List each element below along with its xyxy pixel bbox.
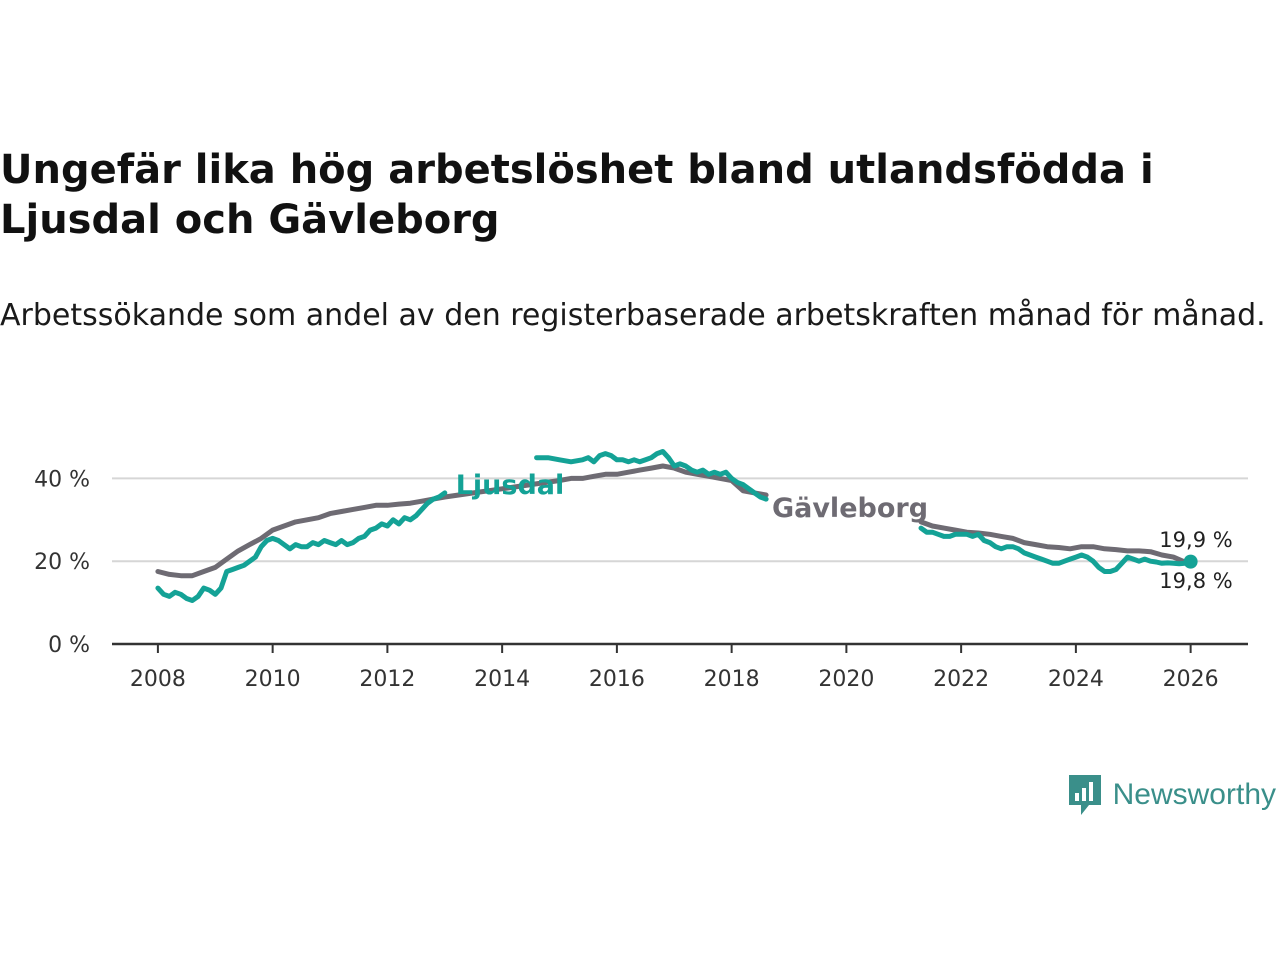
x-tick-label: 2016 [589,667,645,692]
ljusdal-series-line [534,449,769,502]
gavleborg-end-value-label: 19,8 % [1159,569,1232,593]
x-tick-label: 2012 [359,667,415,692]
newsworthy-logo-icon [1068,775,1101,815]
chart-title: Ungefär lika hög arbetslöshet bland utla… [0,147,1154,243]
series-lines [155,449,1198,603]
x-tick-label: 2010 [245,667,301,692]
y-axis-labels: 0 % 20 % 40 % [34,467,90,658]
gavleborg-series-line [155,463,769,579]
x-tick-label: 2024 [1048,667,1104,692]
brand-name: Newsworthy [1112,778,1276,811]
y-tick-label: 20 % [34,550,90,575]
chart-subtitle: Arbetssökande som andel av den registerb… [0,298,1266,333]
brand-logo[interactable]: Newsworthy [1067,772,1276,818]
x-tick-label: 2008 [130,667,186,692]
y-tick-label: 40 % [34,467,90,492]
x-tick-label: 2026 [1163,667,1219,692]
x-tick-label: 2022 [933,667,989,692]
ljusdal-end-point [1183,554,1198,569]
ljusdal-end-value-label: 19,9 % [1159,528,1232,552]
ljusdal-series-line [155,490,448,603]
gavleborg-series-line [918,519,1194,565]
series-labels: Ljusdal Gävleborg 19,9 % 19,8 % [456,470,1233,593]
x-axis: 2008 2010 2012 2014 2016 2018 2020 2022 2024 2026 [112,642,1248,692]
ljusdal-series-line [918,525,1194,574]
ljusdal-series-label: Ljusdal [456,470,565,501]
x-tick-label: 2014 [474,667,530,692]
x-tick-label: 2018 [704,667,760,692]
y-tick-label: 0 % [48,633,90,658]
gavleborg-series-label: Gävleborg [772,493,928,524]
x-tick-label: 2020 [818,667,874,692]
